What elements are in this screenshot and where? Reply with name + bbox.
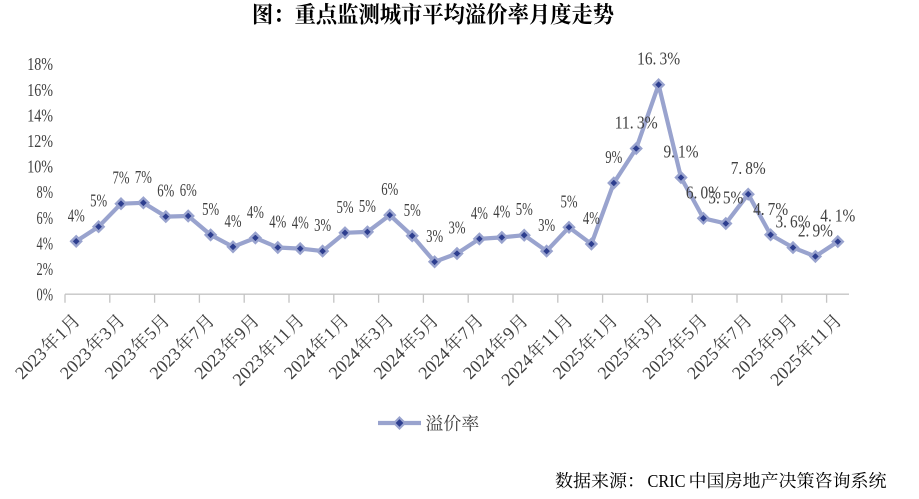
- svg-text:7%: 7%: [135, 167, 152, 187]
- svg-text:4%: 4%: [247, 202, 264, 222]
- svg-text:5%: 5%: [404, 200, 421, 220]
- svg-text:4%: 4%: [583, 208, 600, 228]
- svg-text:6%: 6%: [157, 181, 174, 201]
- svg-text:5. 5%: 5. 5%: [708, 188, 743, 208]
- svg-text:4%: 4%: [471, 203, 488, 223]
- svg-text:3. 6%: 3. 6%: [776, 212, 811, 232]
- svg-text:10%: 10%: [27, 157, 53, 177]
- svg-text:11. 3%: 11. 3%: [615, 113, 658, 133]
- svg-text:9%: 9%: [605, 147, 622, 167]
- svg-text:2%: 2%: [37, 259, 54, 279]
- svg-text:0%: 0%: [37, 285, 54, 305]
- svg-text:8%: 8%: [37, 182, 54, 202]
- svg-text:5%: 5%: [561, 191, 578, 211]
- svg-text:4%: 4%: [292, 213, 309, 233]
- svg-text:4%: 4%: [225, 211, 242, 231]
- svg-text:4%: 4%: [37, 233, 54, 253]
- svg-text:5%: 5%: [516, 199, 533, 219]
- svg-text:5%: 5%: [202, 199, 219, 219]
- svg-text:7%: 7%: [113, 168, 130, 188]
- svg-text:6%: 6%: [180, 180, 197, 200]
- svg-text:5%: 5%: [359, 196, 376, 216]
- svg-text:18%: 18%: [27, 54, 53, 74]
- svg-text:CRIC: CRIC: [648, 471, 686, 491]
- svg-text:4. 7%: 4. 7%: [753, 199, 788, 219]
- svg-text:12%: 12%: [27, 131, 53, 151]
- svg-text:6%: 6%: [381, 179, 398, 199]
- svg-text:3%: 3%: [538, 215, 555, 235]
- svg-text:16%: 16%: [27, 80, 53, 100]
- svg-text:9. 1%: 9. 1%: [664, 142, 699, 162]
- svg-text:5%: 5%: [90, 191, 107, 211]
- svg-text:4%: 4%: [493, 201, 510, 221]
- svg-text:14%: 14%: [27, 105, 53, 125]
- svg-text:3%: 3%: [314, 215, 331, 235]
- svg-text:3%: 3%: [449, 218, 466, 238]
- svg-text:6%: 6%: [37, 208, 54, 228]
- svg-text:4%: 4%: [68, 205, 85, 225]
- svg-text:2. 9%: 2. 9%: [798, 220, 833, 240]
- svg-text:16. 3%: 16. 3%: [637, 49, 680, 69]
- svg-text:4. 1%: 4. 1%: [820, 206, 855, 226]
- svg-text:4%: 4%: [269, 212, 286, 232]
- svg-text:3%: 3%: [426, 226, 443, 246]
- svg-text:5%: 5%: [337, 197, 354, 217]
- svg-text:7. 8%: 7. 8%: [731, 158, 766, 178]
- svg-text:6. 0%: 6. 0%: [686, 182, 721, 202]
